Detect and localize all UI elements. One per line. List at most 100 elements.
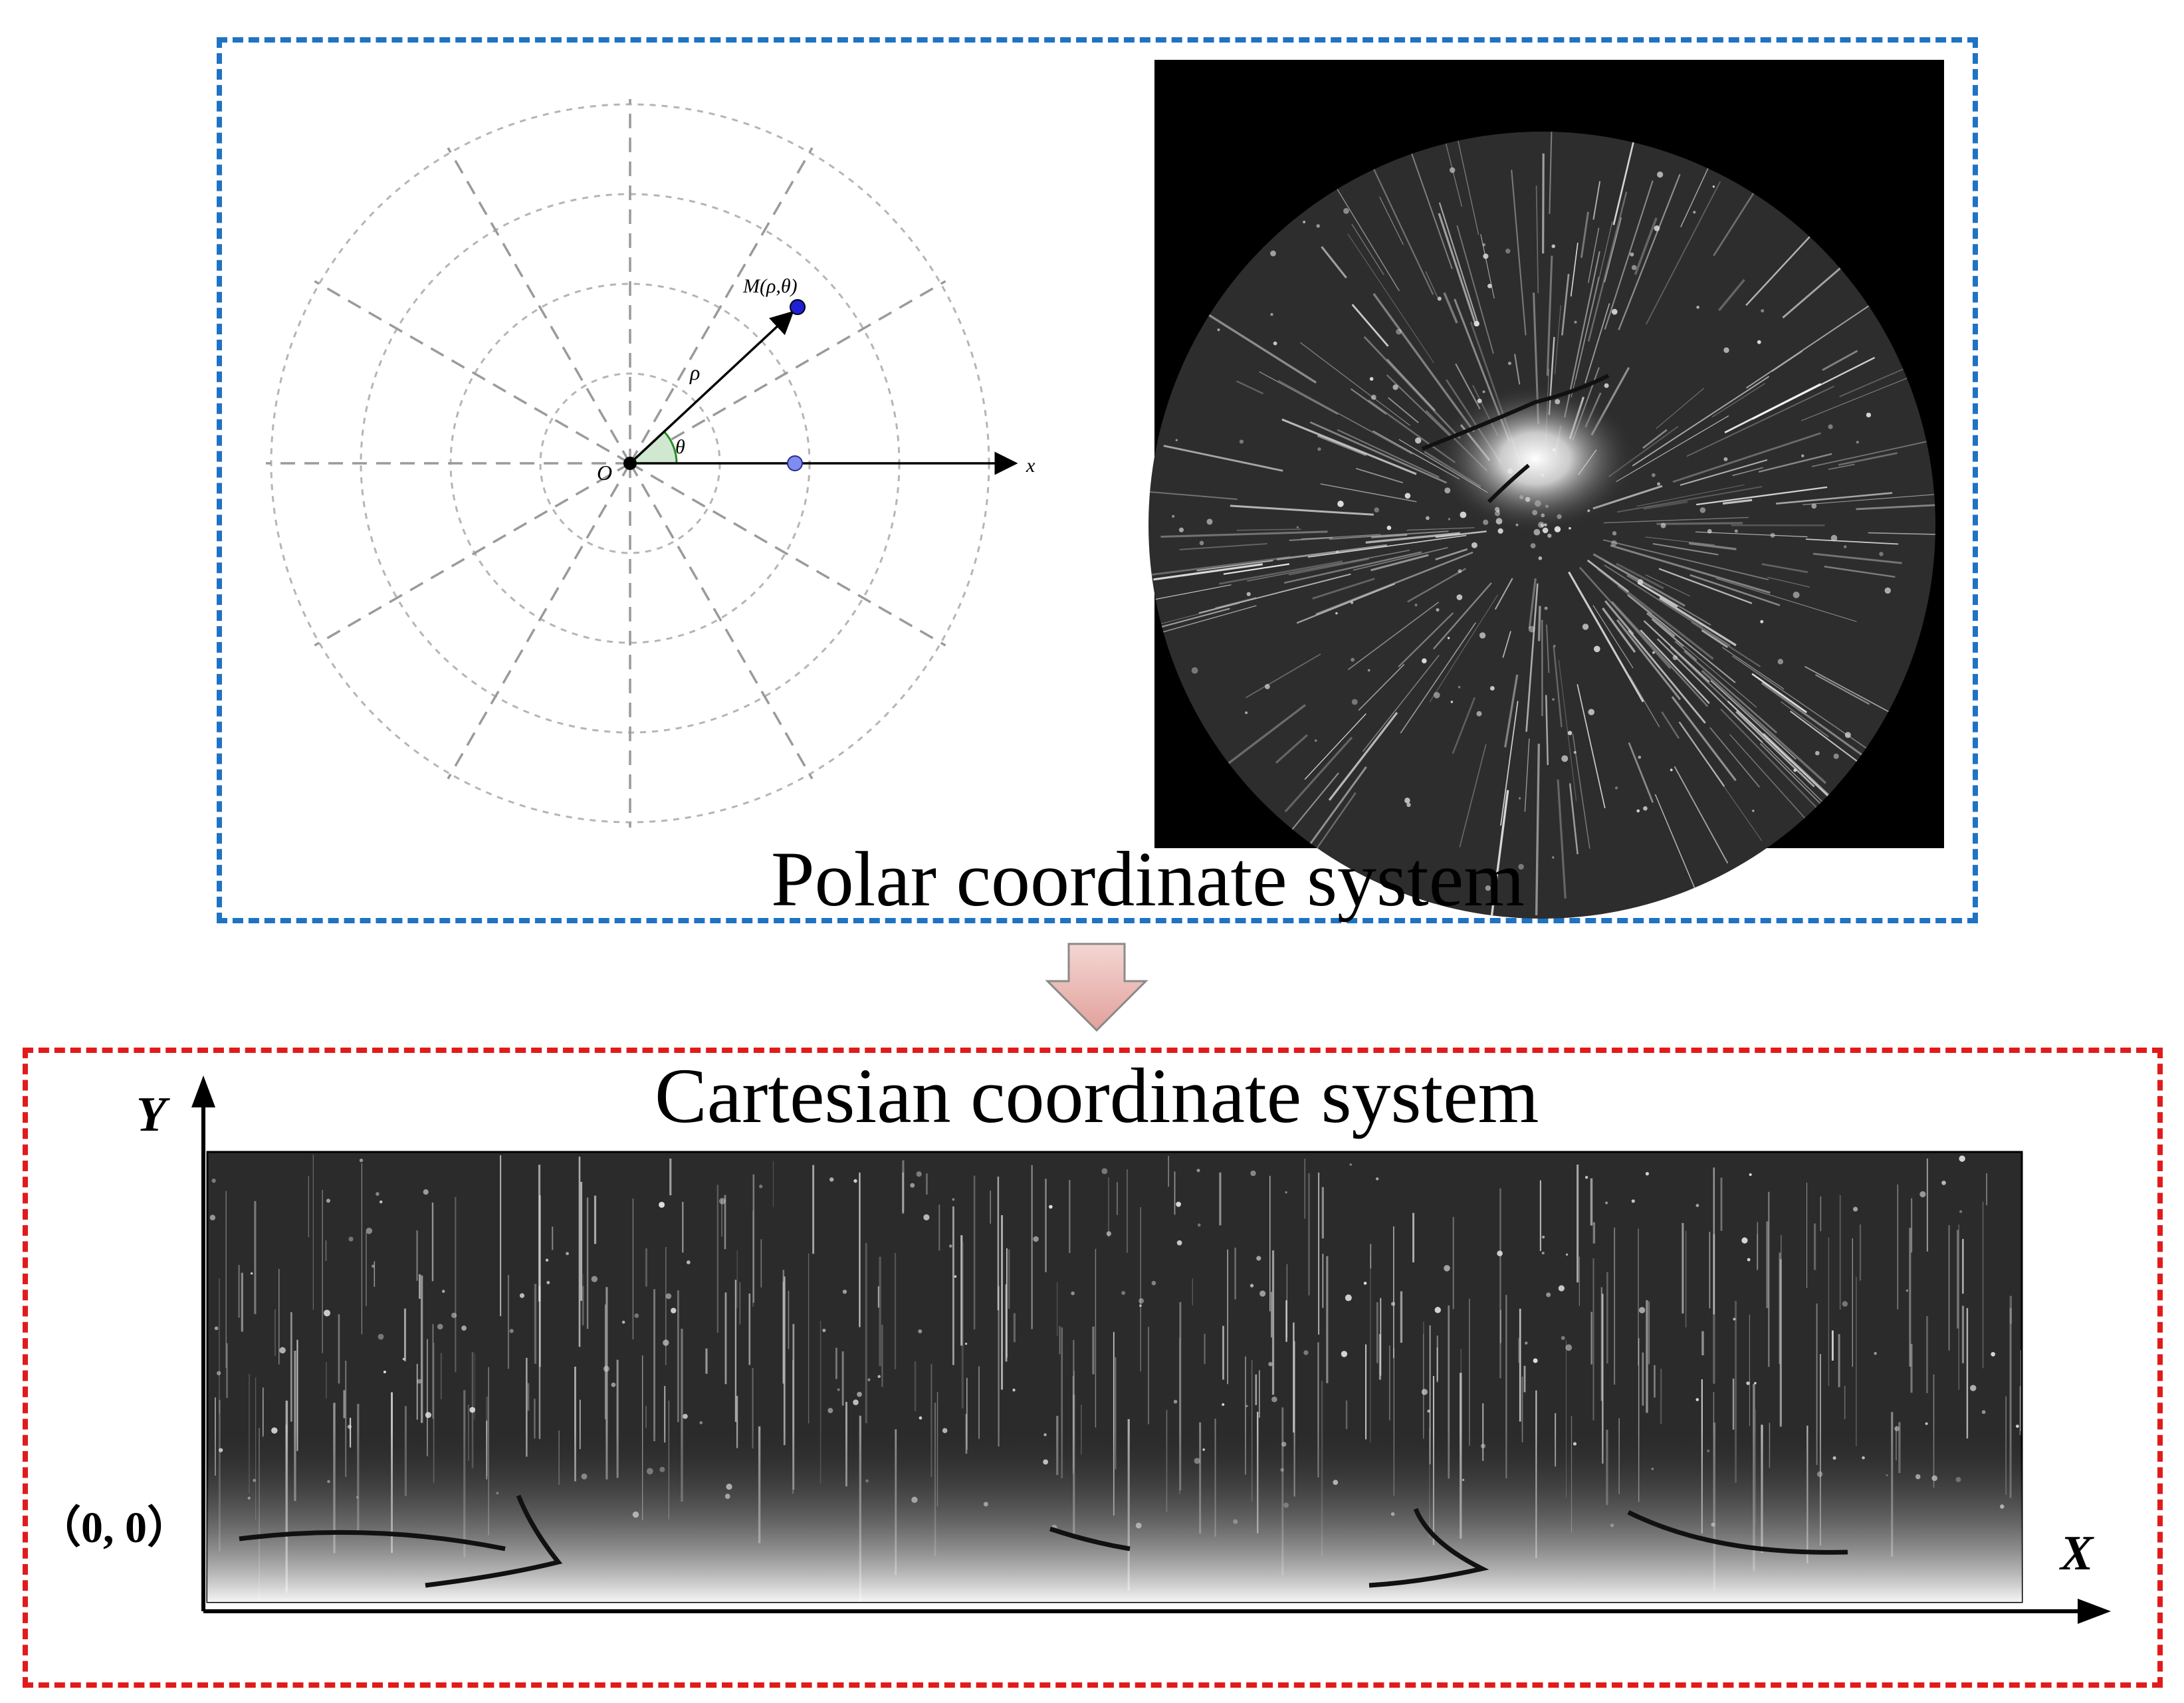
scan-speck [1611, 540, 1617, 546]
strip-speck [1959, 1210, 1963, 1213]
strip-speck [918, 1329, 923, 1333]
scan-ray [1656, 388, 1705, 429]
strip-speck [603, 1365, 609, 1372]
strip-speck [699, 1421, 703, 1424]
scan-ray [1671, 696, 1737, 782]
scan-ray [1454, 132, 1479, 235]
scan-speck [1651, 473, 1656, 477]
scan-speck [1734, 529, 1738, 533]
strip-speck [1427, 1409, 1430, 1413]
scan-ray [1400, 622, 1476, 734]
down-arrow-icon [1045, 943, 1148, 1032]
scan-ray [1153, 563, 1263, 581]
scan-ray [1587, 191, 1628, 342]
scan-speck [1654, 225, 1660, 231]
strip-speck [211, 1179, 216, 1183]
strip-speck [827, 1408, 833, 1414]
strip-crack-5 [1049, 1526, 1131, 1551]
scan-ray [1752, 356, 1876, 420]
scan-ray [1351, 304, 1389, 347]
strip-speck [1012, 1388, 1016, 1392]
scan-speck [1760, 620, 1764, 624]
scan-ray [1709, 727, 1760, 788]
scan-ray [1528, 578, 1537, 629]
scan-speck [1337, 501, 1344, 507]
scan-speck [1547, 533, 1552, 538]
scan-ray [1812, 552, 1902, 564]
scan-ray [1713, 183, 1761, 257]
scan-ray [1674, 766, 1729, 864]
scan-ray [1362, 655, 1440, 752]
scan-speck [1538, 556, 1543, 560]
scan-ray [1347, 233, 1434, 364]
scan-speck [1392, 384, 1398, 390]
scan-ray [1824, 566, 1896, 578]
strip-speck [323, 1309, 330, 1317]
strip-speck [1285, 1191, 1287, 1194]
scan-ray [1617, 585, 1653, 614]
scan-speck [1879, 552, 1884, 556]
scan-ray [1636, 484, 1745, 507]
strip-speck [1250, 1170, 1256, 1177]
strip-speck [1941, 1181, 1946, 1185]
scan-speck [1175, 439, 1178, 441]
strip-speck [1981, 1410, 1986, 1415]
strip-speck [837, 1388, 840, 1391]
scan-speck [1844, 732, 1851, 738]
scan-ray [1696, 486, 1828, 506]
scan-ray [1828, 463, 1855, 470]
grid-spoke-240 [447, 463, 631, 780]
scan-speck [1505, 249, 1511, 254]
scan-speck [1761, 309, 1765, 313]
radius-vector [629, 310, 794, 465]
scan-speck [1614, 786, 1618, 790]
scan-ray [1592, 605, 1634, 669]
scan-speck [1482, 390, 1485, 394]
scan-speck [1343, 208, 1349, 214]
grid-spoke-210 [314, 462, 631, 647]
scan-ray [1398, 612, 1454, 668]
scan-ray [1511, 170, 1527, 336]
strip-speck [359, 1158, 364, 1163]
scan-speck [1843, 545, 1847, 548]
strip-speck [683, 1414, 688, 1419]
strip-speck [1874, 1351, 1877, 1355]
scan-speck [1657, 482, 1661, 486]
scan-ray [1761, 563, 1808, 574]
scan-speck [1582, 624, 1589, 630]
scan-speck [1404, 797, 1410, 804]
strip-speck [546, 1281, 550, 1284]
scan-ray [1459, 744, 1487, 848]
strip-speck [686, 1260, 691, 1264]
scan-speck [1448, 518, 1451, 520]
scan-ray [1259, 371, 1339, 415]
scan-speck [1296, 526, 1299, 528]
scan-ray [1309, 421, 1448, 484]
strip-speck [1197, 1223, 1201, 1227]
scan-ray [1329, 530, 1449, 540]
scan-ray [1659, 597, 1737, 647]
strip-speck [1541, 1235, 1545, 1239]
scan-speck [1638, 755, 1642, 759]
scan-ray [1407, 568, 1467, 603]
scan-ray [1337, 429, 1440, 478]
scan-speck [1752, 810, 1755, 812]
strip-speck [1421, 1389, 1428, 1395]
scan-ray [1856, 503, 1935, 511]
strip-speck [326, 1198, 330, 1203]
scan-ray [1688, 542, 1737, 550]
scan-ray [1247, 550, 1410, 582]
scan-ray [1148, 556, 1291, 576]
scan-ray [1301, 534, 1381, 540]
strip-speck [366, 1227, 373, 1234]
angle-label: θ [675, 436, 685, 458]
strip-speck [1541, 1252, 1545, 1255]
scan-ray [1632, 376, 1770, 467]
scan-speck [1588, 709, 1595, 716]
scan-ray [1645, 536, 1715, 546]
crack-feature-upper [1421, 374, 1610, 451]
scan-ray [1524, 738, 1530, 812]
strip-speck [621, 1320, 625, 1324]
strip-speck [423, 1189, 429, 1195]
scan-ray [1315, 551, 1474, 616]
